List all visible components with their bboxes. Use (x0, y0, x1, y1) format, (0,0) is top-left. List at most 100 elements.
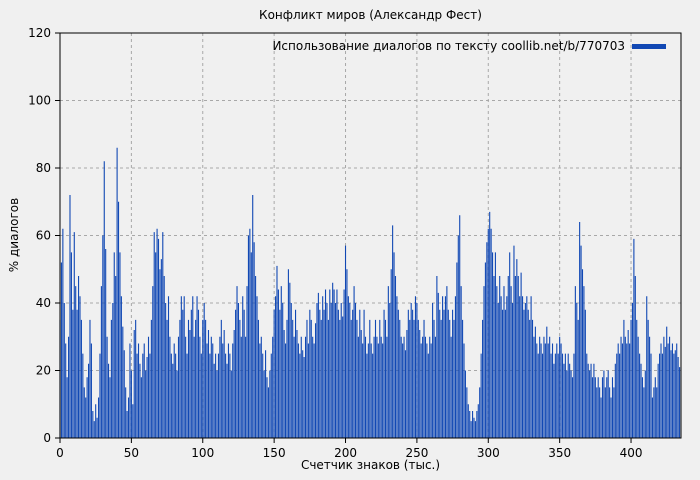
bar (330, 303, 332, 438)
bar (199, 336, 201, 438)
bar (511, 303, 514, 438)
bar (463, 343, 465, 438)
y-tick-label: 60 (36, 229, 51, 243)
bar (193, 336, 195, 438)
bar (227, 343, 230, 438)
bar (382, 343, 384, 438)
bar (539, 336, 541, 438)
bar (619, 353, 621, 439)
bar (245, 336, 247, 438)
bar (83, 387, 85, 439)
bar (486, 242, 488, 438)
bar (165, 303, 167, 438)
bar (454, 296, 456, 438)
bar (573, 353, 575, 439)
bar (277, 289, 279, 438)
bar (600, 397, 602, 438)
bar (129, 343, 131, 438)
bar (247, 235, 249, 438)
bar (364, 336, 367, 438)
bar (653, 387, 655, 439)
bar (249, 228, 251, 438)
x-tick-label: 50 (124, 446, 139, 460)
bar (556, 343, 558, 438)
bar (397, 309, 399, 438)
x-tick-label: 300 (477, 446, 500, 460)
bar (547, 343, 549, 438)
bar (574, 286, 576, 439)
bar (354, 303, 357, 438)
bar (674, 350, 676, 438)
bar (457, 235, 459, 438)
bar (296, 330, 298, 438)
bar (253, 242, 255, 438)
bar (377, 343, 379, 438)
bar (232, 343, 234, 438)
bar (554, 353, 556, 439)
bar (127, 397, 130, 438)
y-tick-label: 20 (36, 364, 51, 378)
bar (603, 370, 605, 438)
bar (553, 363, 555, 438)
bar (427, 353, 429, 439)
bar (383, 309, 385, 438)
bar (479, 387, 481, 439)
bar (616, 353, 618, 439)
bar (589, 370, 591, 438)
bar (283, 330, 285, 438)
bar (339, 319, 341, 439)
bar (169, 336, 171, 438)
bar (103, 161, 105, 438)
bar (312, 336, 314, 438)
bar (350, 319, 352, 439)
bar (543, 336, 545, 438)
bar (159, 269, 161, 438)
bar (155, 252, 157, 439)
bar (473, 417, 475, 438)
bar (73, 232, 75, 439)
bar (300, 336, 302, 438)
bar (265, 350, 267, 438)
bar (671, 343, 673, 438)
bar (422, 336, 424, 438)
bar (130, 370, 132, 438)
bar (413, 319, 415, 439)
bar (272, 336, 274, 438)
bar (502, 309, 504, 438)
bar (626, 343, 628, 438)
x-tick-label: 100 (191, 446, 214, 460)
bar (69, 195, 71, 438)
bar (310, 319, 312, 439)
bar (250, 252, 252, 439)
bar (243, 309, 245, 438)
bar (467, 404, 469, 438)
bar (516, 259, 518, 439)
bar (453, 319, 455, 439)
bar (456, 262, 458, 438)
bar (157, 238, 160, 439)
bar (99, 353, 101, 439)
bar (260, 336, 262, 438)
bar (472, 411, 474, 438)
bar (440, 319, 442, 439)
bar (220, 319, 222, 439)
bar (643, 387, 645, 439)
bar (533, 336, 535, 438)
bar (299, 353, 301, 439)
bar (170, 353, 172, 439)
bar (197, 309, 200, 438)
bar (135, 319, 137, 439)
bar (637, 336, 639, 438)
bar (504, 309, 506, 438)
bar (514, 276, 516, 438)
bar (403, 336, 405, 438)
bar (110, 319, 112, 439)
bar (447, 309, 449, 438)
bar (145, 370, 147, 438)
bar (666, 326, 668, 439)
bar (304, 336, 307, 438)
bar (439, 309, 441, 438)
bar (93, 421, 95, 439)
bar (287, 269, 289, 438)
bar (587, 363, 589, 438)
